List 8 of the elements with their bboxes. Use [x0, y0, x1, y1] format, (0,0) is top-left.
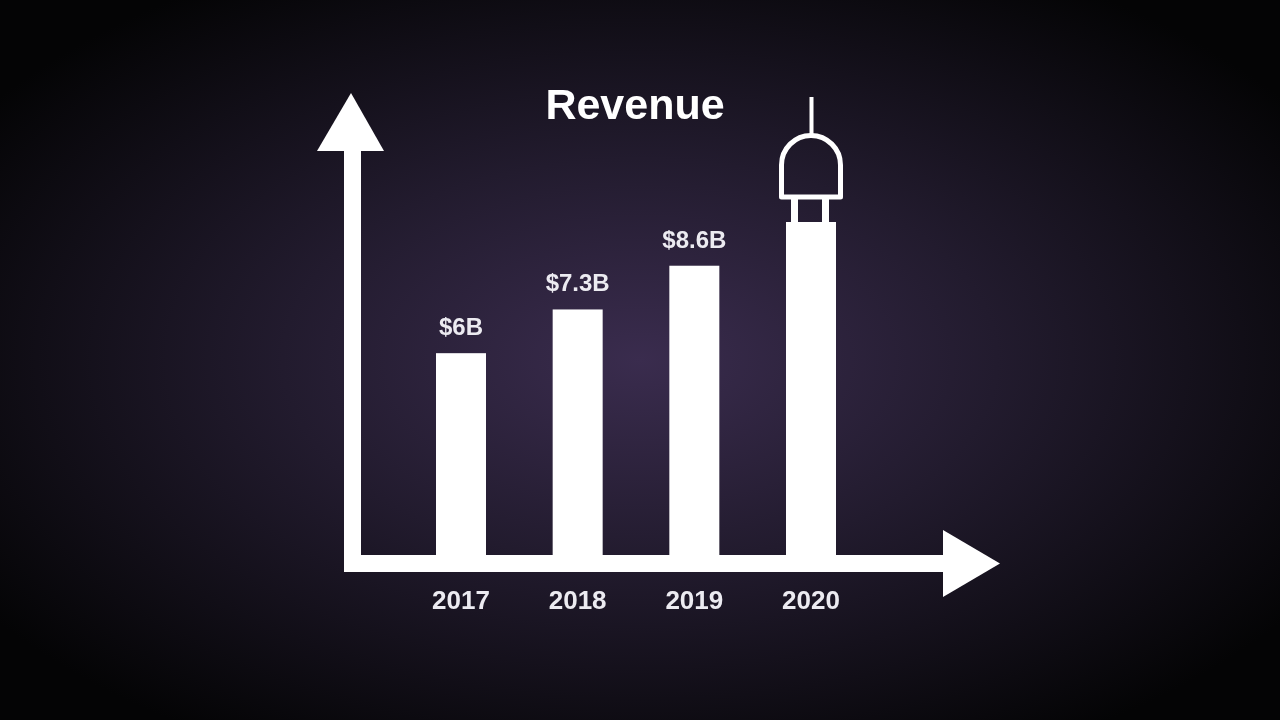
data-label: $7.3B: [545, 269, 610, 297]
x-tick-label: 2019: [665, 585, 724, 615]
x-tick-label: 2018: [548, 585, 607, 615]
x-tick-label: 2020: [782, 585, 840, 615]
x-tick-label: 2017: [432, 585, 490, 615]
chart-title: Revenue: [545, 80, 725, 128]
data-label: $8.6B: [662, 225, 727, 253]
data-label: $6B: [438, 313, 484, 341]
